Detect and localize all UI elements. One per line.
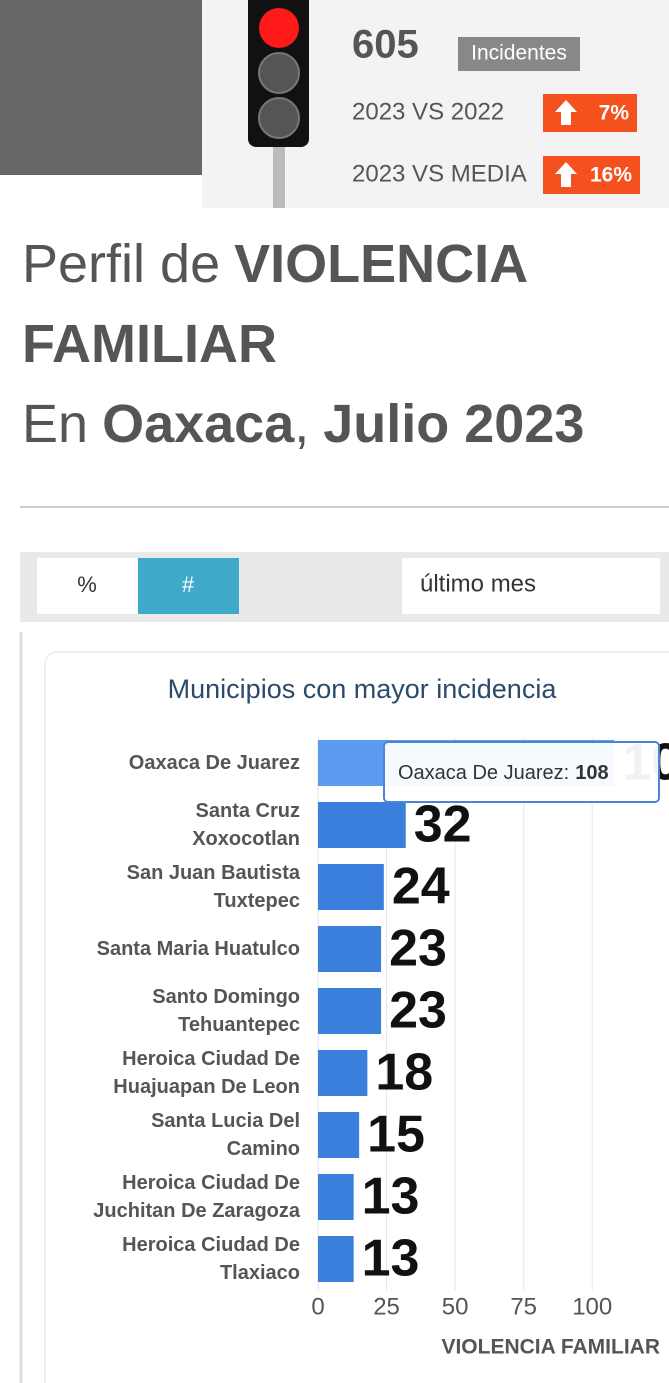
count-label: Incidentes [471,42,567,65]
title-part: FAMILIAR [22,314,277,374]
title-part: Julio 2023 [323,394,584,454]
light-off [258,52,300,94]
bar [318,1112,360,1158]
title-part: , [294,394,309,454]
bar [318,926,382,972]
tooltip-box [383,741,660,803]
x-tick-label: 0 [311,1293,324,1320]
change-value: 16% [590,164,632,187]
gray-block [0,0,202,175]
bar [318,1174,354,1220]
toggle-button[interactable] [37,558,138,614]
arrow-up [555,162,577,187]
period-select[interactable] [402,558,660,614]
toggle-button[interactable] [138,558,239,614]
title-part: Perfil de [22,234,220,294]
bar [318,802,406,848]
change-value: 7% [599,102,630,125]
value-label: 23 [389,982,447,1040]
arrow-up [555,100,577,125]
x-tick-label: 100 [572,1293,612,1320]
change-badge [543,156,640,194]
title-part: En [22,394,88,454]
toggle-label: % [77,572,97,597]
category-label: San Juan Bautista Tuxtepec [126,862,300,912]
bar [318,1236,354,1282]
title-part: Oaxaca [102,394,295,454]
tooltip-value: 108 [575,762,608,784]
comparison-label: 2023 VS MEDIA [352,160,527,187]
page-title-line: FAMILIAR [22,314,277,374]
category-label: Heroica Ciudad De Juchitan De Zaragoza [93,1172,300,1222]
category-label: Santo Domingo Tehuantepec [152,986,300,1036]
value-label: 15 [367,1106,425,1164]
value-label: 24 [392,858,450,916]
value-label: 13 [362,1168,420,1226]
count: 605 [352,23,419,67]
value-label: 18 [375,1044,433,1102]
bar [318,864,384,910]
page-title-line: En Oaxaca, Julio 2023 [22,394,584,454]
comparison-label: 2023 VS 2022 [352,98,504,125]
toggle-label: # [182,572,195,597]
tooltip-text: Oaxaca De Juarez: 108 [398,762,609,784]
category-label: Heroica Ciudad De Tlaxiaco [122,1234,300,1284]
x-tick-label: 75 [510,1293,537,1320]
bar [318,988,382,1034]
chart-title: Municipios con mayor incidencia [168,674,558,704]
value-label: 32 [414,796,472,854]
tooltip-label: Oaxaca De Juarez: [398,762,569,784]
value-label: 13 [362,1230,420,1288]
change-badge [543,94,637,132]
x-tick-label: 25 [373,1293,400,1320]
badge [458,37,580,71]
bar [318,1050,368,1096]
light-red [259,8,299,48]
light-off [258,97,300,139]
value-label: 23 [389,920,447,978]
title-part: VIOLENCIA [234,234,528,294]
pole [273,140,285,208]
category-label: Heroica Ciudad De Huajuapan De Leon [113,1048,300,1098]
category-label: Santa Maria Huatulco [96,938,300,960]
category-label: Oaxaca De Juarez [128,752,300,774]
x-axis-title: VIOLENCIA FAMILIAR [441,1336,660,1359]
category-label: Santa Cruz Xoxocotlan [192,800,300,850]
x-tick-label: 50 [442,1293,469,1320]
page-title-line: Perfil de VIOLENCIA [22,234,528,294]
period: último mes [420,570,536,597]
category-label: Santa Lucia Del Camino [151,1110,300,1160]
